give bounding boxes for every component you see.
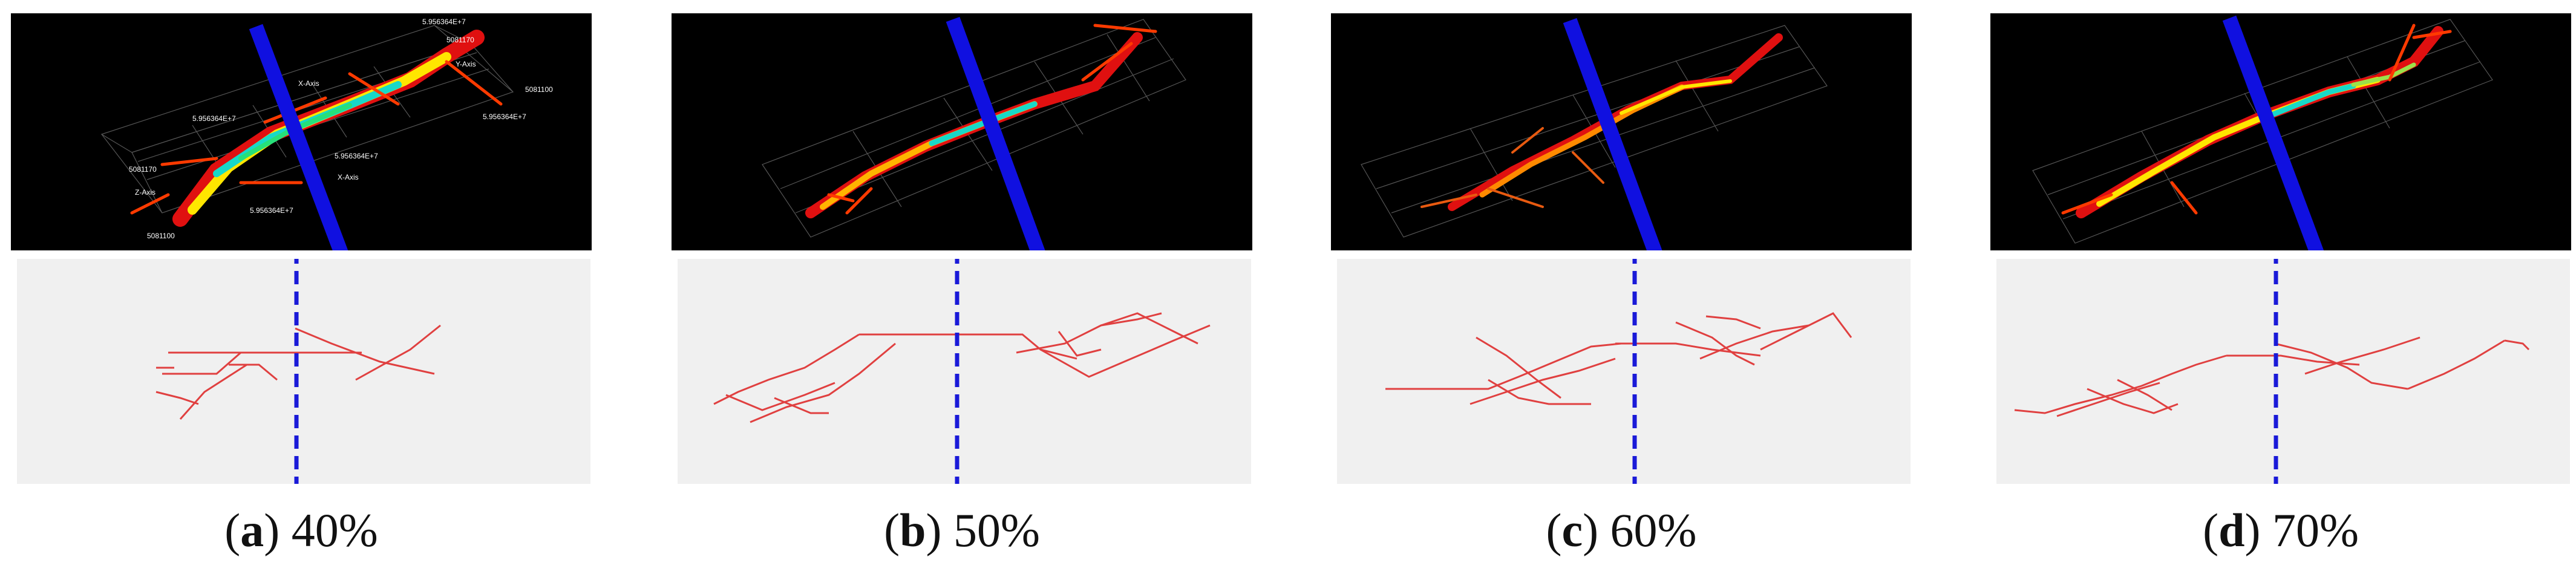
caption-letter: d: [2218, 504, 2245, 556]
schematic-svg: [155, 259, 441, 484]
fracture-network: [2061, 24, 2452, 218]
render-svg: 5.956364E+7 5081170 Y-Axis 5081100 X-Axi…: [100, 18, 553, 250]
fracture-schematic: [1996, 259, 2570, 484]
fracture-render-3d: [1331, 13, 1912, 250]
schematic-lines: [713, 312, 1211, 423]
caption: (a) 40%: [224, 504, 378, 556]
caption-value: 40%: [291, 504, 378, 556]
panel-c: (c) 60%: [1331, 0, 1912, 577]
fracture-schematic: [17, 259, 590, 484]
axis-label: 5.956364E+7: [192, 114, 236, 123]
schematic-svg: [1385, 259, 1852, 484]
schematic-lines: [155, 324, 441, 420]
schematic-svg: [2014, 259, 2530, 484]
schematic-lines: [2014, 336, 2530, 417]
caption-value: 70%: [2272, 504, 2359, 556]
axis-label: Z-Axis: [135, 188, 155, 197]
section-plane: [946, 16, 1045, 250]
axis-label: Y-Axis: [456, 60, 476, 68]
panel-d: (d) 70%: [1990, 0, 2571, 577]
section-plane: [249, 24, 348, 250]
fracture-render-3d: [1990, 13, 2571, 250]
axis-label: 5.956364E+7: [483, 112, 526, 121]
axis-label: X-Axis: [298, 79, 319, 88]
axis-label: X-Axis: [338, 173, 359, 181]
axis-label: 5081170: [446, 36, 474, 44]
caption-value: 50%: [953, 504, 1040, 556]
axis-label: 5081170: [129, 165, 157, 174]
fracture-schematic: [678, 259, 1251, 484]
axis-labels: 5.956364E+7 5081170 Y-Axis 5081100 X-Axi…: [129, 18, 553, 240]
panel-a: 5.956364E+7 5081170 Y-Axis 5081100 X-Axi…: [11, 0, 592, 577]
axis-label: 5.956364E+7: [335, 152, 378, 160]
axis-label: 5.956364E+7: [422, 18, 466, 26]
render-svg: [2032, 15, 2493, 250]
caption-letter: c: [1561, 504, 1583, 556]
caption: (d) 70%: [2203, 504, 2359, 556]
schematic-svg: [713, 259, 1211, 484]
caption: (c) 60%: [1546, 504, 1697, 556]
caption-letter: b: [900, 504, 926, 556]
axis-label: 5081100: [147, 232, 175, 240]
fracture-render-3d: 5.956364E+7 5081170 Y-Axis 5081100 X-Axi…: [11, 13, 592, 250]
panel-b: (b) 50%: [672, 0, 1252, 577]
fracture-schematic: [1337, 259, 1911, 484]
render-svg: [762, 16, 1186, 250]
section-plane: [2222, 15, 2324, 250]
caption: (b) 50%: [884, 504, 1040, 556]
render-svg: [1361, 18, 1828, 250]
caption-letter: a: [240, 504, 264, 556]
axis-label: 5.956364E+7: [250, 206, 293, 215]
schematic-lines: [1385, 312, 1852, 405]
caption-value: 60%: [1610, 504, 1697, 556]
fracture-network: [1420, 33, 1783, 211]
section-plane: [1563, 18, 1662, 250]
fracture-render-3d: [672, 13, 1252, 250]
axis-label: 5081100: [525, 85, 553, 94]
